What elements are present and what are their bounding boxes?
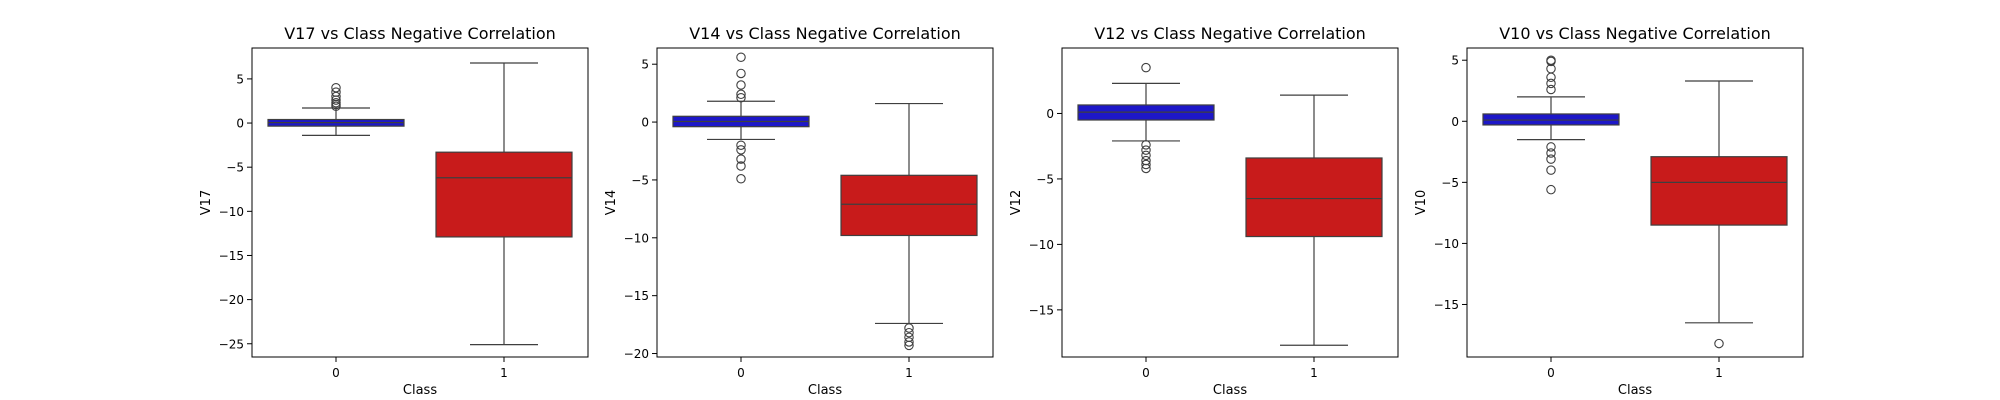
y-tick-label: 0 [641, 116, 649, 130]
y-tick-label: −15 [1029, 303, 1054, 317]
outlier-point [1546, 184, 1556, 195]
outlier-point [904, 337, 914, 347]
y-tick-label: −20 [624, 347, 649, 361]
x-tick-label: 0 [1142, 366, 1150, 380]
x-tick-label: 1 [500, 366, 508, 380]
outlier-point [1141, 140, 1151, 150]
y-axis-label: V17 [199, 190, 214, 215]
y-tick-label: 0 [236, 117, 244, 131]
x-axis-label: Class [1618, 383, 1652, 398]
x-tick-label: 0 [737, 366, 745, 380]
outlier-point [331, 82, 341, 93]
x-tick-label: 1 [905, 366, 913, 380]
chart-title: V10 vs Class Negative Correlation [1499, 24, 1771, 43]
y-tick-label: 5 [236, 72, 244, 86]
outlier-point [736, 154, 746, 164]
chart-panel-0: V17 vs Class Negative Correlation 5 0 −5 −10… [199, 24, 589, 398]
outlier-point [736, 174, 746, 184]
x-axis-label: Class [808, 383, 842, 398]
chart-panel-3: V10 vs Class Negative Correlation 5 0 −5 −10… [1414, 24, 1804, 398]
y-axis-label: V12 [1009, 190, 1024, 215]
y-tick-label: −10 [1029, 238, 1054, 252]
outlier-point [1546, 84, 1556, 95]
outlier-point [331, 87, 341, 97]
chart-panel-1: V14 vs Class Negative Correlation 5 0 −5 −10… [604, 24, 994, 398]
outlier-point [1546, 165, 1556, 175]
outlier-point [736, 68, 746, 79]
chart-title: V14 vs Class Negative Correlation [689, 24, 961, 43]
y-tick-label: −5 [226, 161, 244, 175]
outlier-point [1141, 150, 1151, 161]
box-1 [1245, 157, 1383, 238]
box-0 [1482, 113, 1620, 126]
y-tick-label: −25 [219, 337, 244, 351]
chart-title: V12 vs Class Negative Correlation [1094, 24, 1366, 43]
outlier-point [1141, 62, 1151, 73]
outlier-point [1714, 338, 1724, 349]
outlier-point [736, 140, 746, 150]
y-tick-label: −15 [1434, 298, 1459, 312]
outlier-point [1546, 55, 1556, 65]
plot-frame [1061, 47, 1399, 358]
y-axis-label: V10 [1414, 190, 1429, 215]
y-tick-label: −10 [624, 231, 649, 245]
outlier-point [331, 97, 341, 108]
outlier-point [1546, 78, 1556, 89]
plot-frame [656, 47, 994, 358]
y-tick-label: −5 [1036, 172, 1054, 186]
outlier-point [904, 340, 914, 351]
x-axis-label: Class [403, 383, 437, 398]
outlier-point [904, 323, 914, 333]
x-axis-label: Class [1213, 383, 1247, 398]
outlier-point [736, 52, 746, 63]
outlier-point [1546, 72, 1556, 83]
y-tick-label: −10 [219, 205, 244, 219]
y-tick-label: −10 [1434, 237, 1459, 251]
y-tick-label: 0 [1046, 107, 1054, 121]
box-1 [435, 151, 573, 238]
plot-frame [1466, 47, 1804, 358]
y-tick-label: −15 [624, 289, 649, 303]
y-tick-label: 5 [641, 58, 649, 72]
y-axis-label: V14 [604, 190, 619, 215]
outlier-point [736, 93, 746, 103]
chart-panel-2: V12 vs Class Negative Correlation 0 −5 −10 −… [1009, 24, 1399, 398]
box-1 [840, 174, 978, 237]
x-tick-label: 1 [1715, 366, 1723, 380]
y-tick-label: −15 [219, 249, 244, 263]
y-tick-label: −20 [219, 293, 244, 307]
x-tick-label: 1 [1310, 366, 1318, 380]
outlier-point [736, 161, 746, 171]
y-tick-label: −5 [631, 173, 649, 187]
outlier-point [736, 145, 746, 155]
outlier-point [904, 327, 914, 338]
y-tick-label: −5 [1441, 176, 1459, 190]
outlier-point [1546, 148, 1556, 158]
outlier-point [1141, 145, 1151, 155]
y-tick-label: 5 [1451, 54, 1459, 68]
box-1 [1650, 156, 1788, 226]
chart-title: V17 vs Class Negative Correlation [284, 24, 556, 43]
outlier-point [736, 80, 746, 90]
x-tick-label: 0 [332, 366, 340, 380]
plot-frame [251, 47, 589, 358]
outlier-point [1546, 142, 1556, 152]
y-tick-label: 0 [1451, 115, 1459, 129]
outlier-point [1546, 154, 1556, 164]
outlier-point [1141, 163, 1151, 174]
outlier-point [1141, 159, 1151, 170]
outlier-point [736, 89, 746, 100]
x-tick-label: 0 [1547, 366, 1555, 380]
